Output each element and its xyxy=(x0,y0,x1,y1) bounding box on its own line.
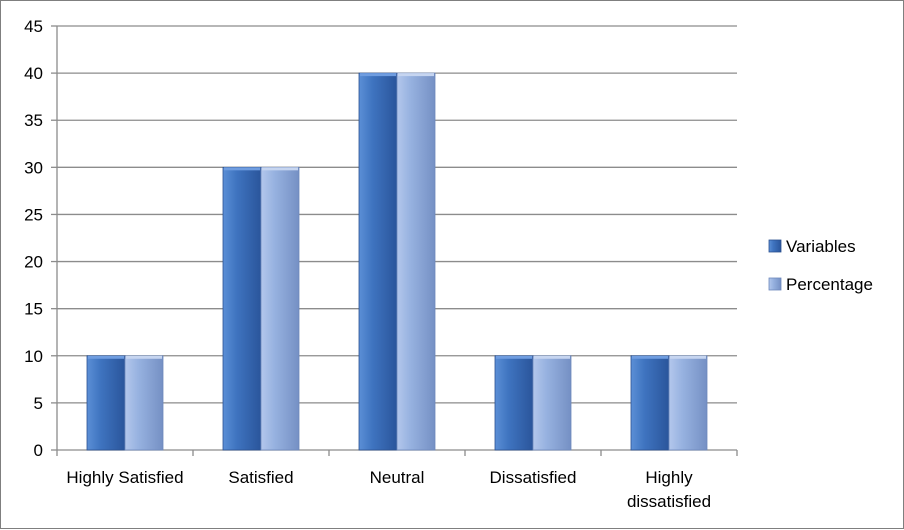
legend-swatch-percentage xyxy=(768,277,782,291)
x-category-label: Satisfied xyxy=(228,468,293,487)
y-tick-label: 5 xyxy=(34,394,43,413)
y-tick-label: 0 xyxy=(34,441,43,460)
legend-label-variables: Variables xyxy=(786,237,856,256)
bar-top-highlight xyxy=(534,355,570,359)
y-tick-label: 10 xyxy=(24,347,43,366)
bar-top-highlight xyxy=(398,73,434,77)
bar-top-highlight xyxy=(126,355,162,359)
x-category-label: Highly xyxy=(645,468,693,487)
bar-top-highlight xyxy=(360,73,396,77)
legend-label-percentage: Percentage xyxy=(786,275,873,294)
x-category-label: Highly Satisfied xyxy=(66,468,183,487)
bar-variables-4 xyxy=(630,355,670,451)
bar-percentage-3 xyxy=(532,355,572,451)
bar-top-highlight xyxy=(496,355,532,359)
bar-percentage-1 xyxy=(260,166,300,451)
y-tick-label: 40 xyxy=(24,64,43,83)
y-tick-label: 45 xyxy=(24,17,43,36)
bar-variables-3 xyxy=(494,355,534,451)
bar-top-highlight xyxy=(262,167,298,171)
y-tick-label: 15 xyxy=(24,300,43,319)
x-category-label: Neutral xyxy=(370,468,425,487)
legend-swatch-variables xyxy=(768,239,782,253)
bar-percentage-0 xyxy=(124,355,164,451)
bar-variables-1 xyxy=(222,166,262,451)
bar-top-highlight xyxy=(632,355,668,359)
y-tick-label: 25 xyxy=(24,205,43,224)
bar-percentage-2 xyxy=(396,72,436,451)
bar-variables-0 xyxy=(86,355,126,451)
bar-percentage-4 xyxy=(668,355,708,451)
bar-top-highlight xyxy=(224,167,260,171)
bar-top-highlight xyxy=(670,355,706,359)
bar-top-highlight xyxy=(88,355,124,359)
y-tick-label: 35 xyxy=(24,111,43,130)
x-category-label: dissatisfied xyxy=(627,492,711,511)
y-tick-label: 20 xyxy=(24,253,43,272)
x-category-label: Dissatisfied xyxy=(490,468,577,487)
bar-variables-2 xyxy=(358,72,398,451)
y-tick-label: 30 xyxy=(24,158,43,177)
